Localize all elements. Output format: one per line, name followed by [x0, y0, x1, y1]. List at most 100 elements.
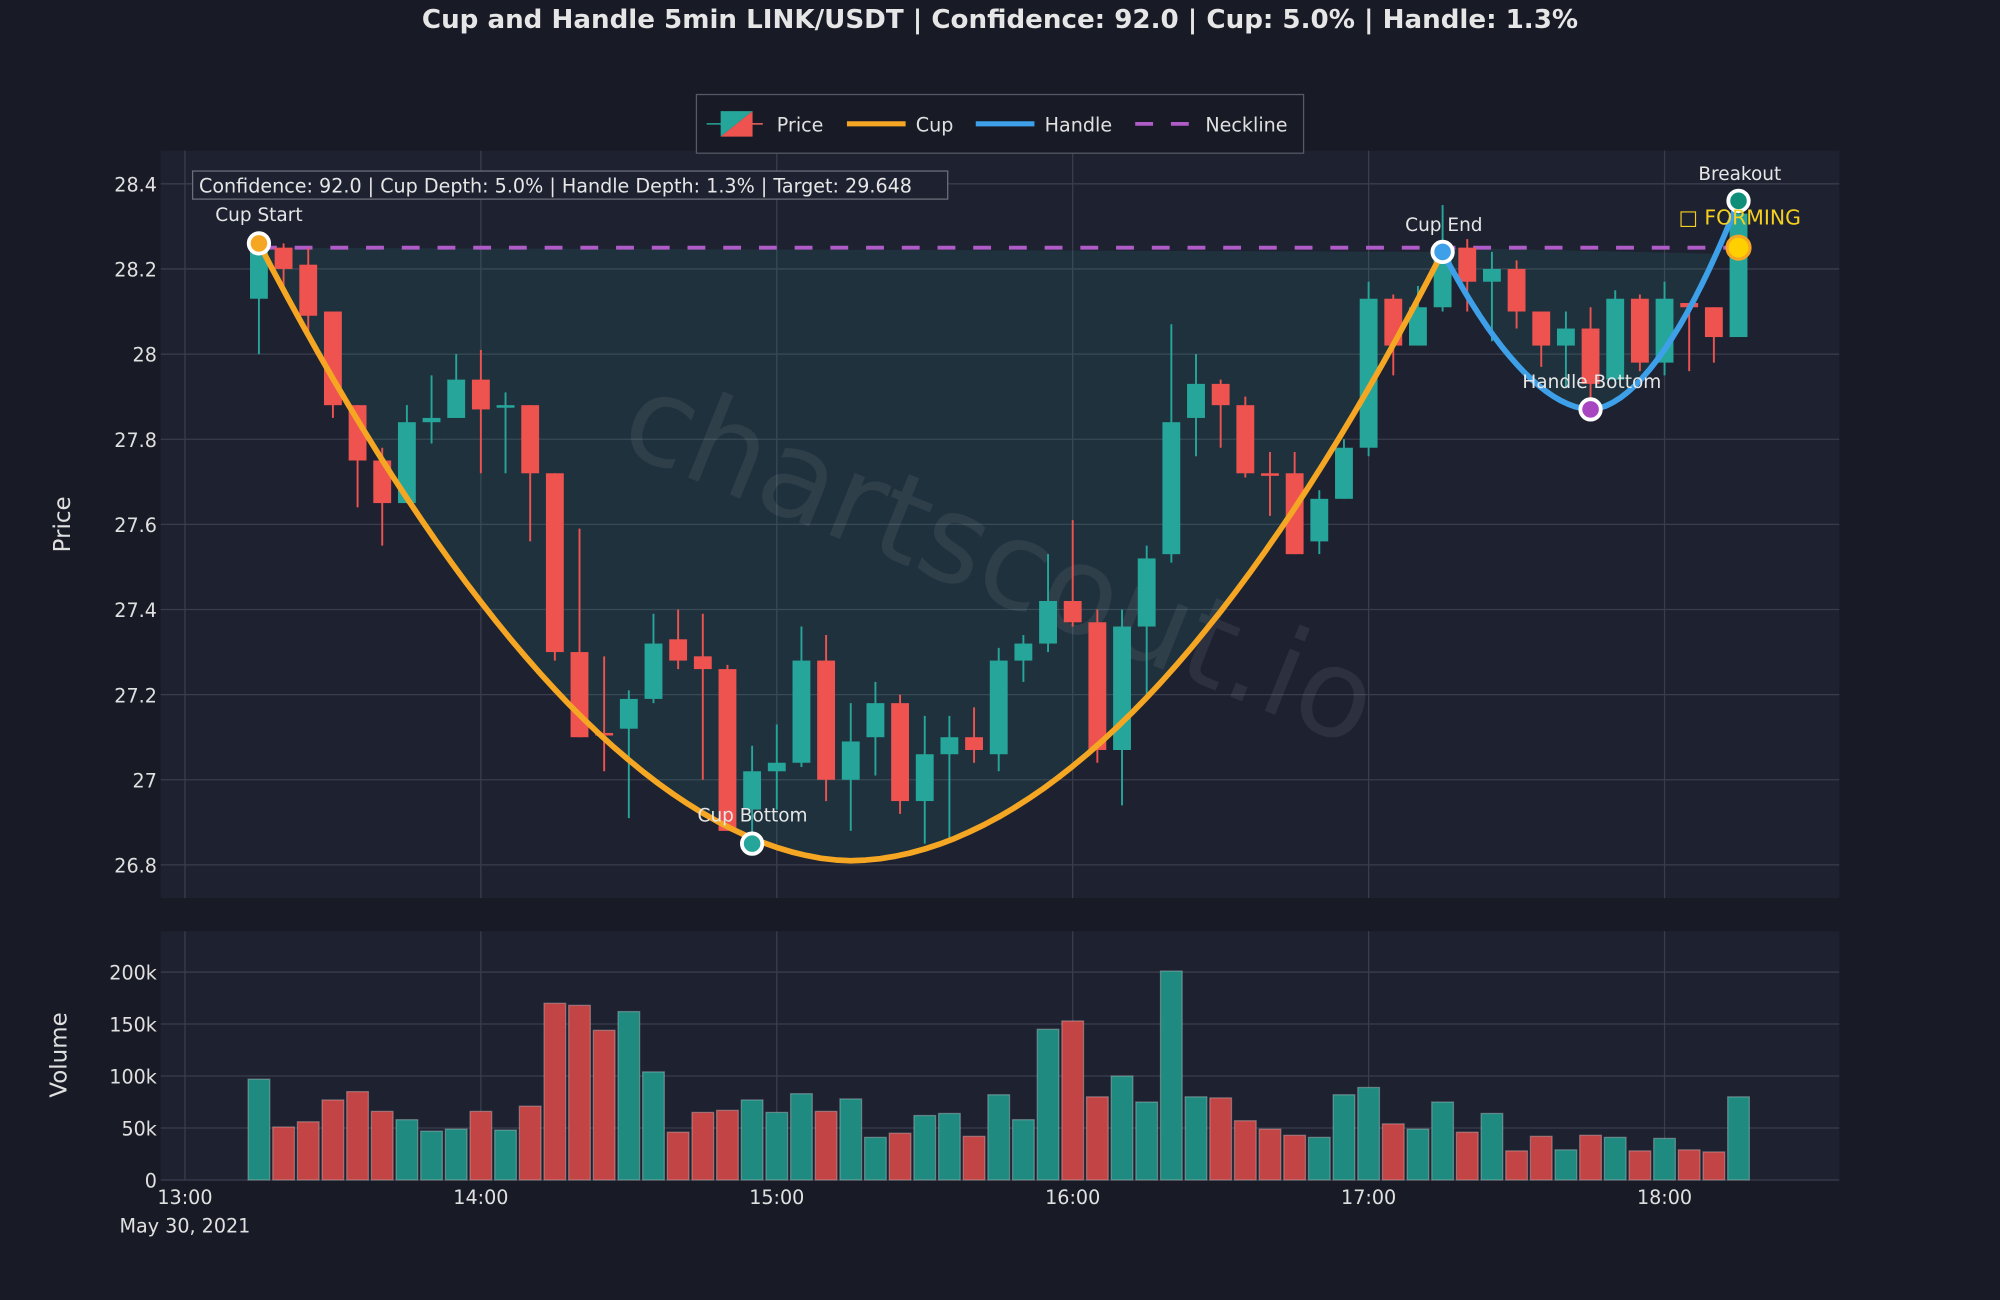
volume-bar[interactable]: [1579, 1134, 1603, 1181]
candle[interactable]: [1261, 451, 1279, 516]
volume-bar[interactable]: [1357, 1086, 1381, 1181]
volume-bar[interactable]: [518, 1105, 542, 1181]
volume-bar[interactable]: [1505, 1150, 1529, 1181]
candle[interactable]: [915, 715, 934, 844]
volume-bar[interactable]: [1727, 1096, 1750, 1181]
volume-bar[interactable]: [1085, 1096, 1109, 1181]
candle[interactable]: [1236, 396, 1255, 478]
candle[interactable]: [447, 354, 466, 418]
cup-end-marker[interactable]: [1430, 239, 1455, 265]
volume-bar[interactable]: [568, 1004, 591, 1181]
volume-bar[interactable]: [715, 1109, 739, 1181]
volume-bar[interactable]: [1159, 970, 1183, 1181]
volume-bar[interactable]: [395, 1119, 419, 1181]
volume-bar[interactable]: [272, 1126, 296, 1181]
candle[interactable]: [841, 703, 860, 831]
volume-bar[interactable]: [1406, 1128, 1430, 1181]
handle-bottom-marker[interactable]: [1578, 397, 1603, 422]
candle[interactable]: [718, 664, 737, 831]
volume-bar[interactable]: [370, 1110, 394, 1181]
current-price-marker[interactable]: [1725, 234, 1752, 261]
candle[interactable]: [595, 656, 614, 772]
legend-item-handle[interactable]: Handle: [975, 114, 1112, 137]
volume-bar[interactable]: [814, 1110, 838, 1181]
volume-bar[interactable]: [420, 1130, 444, 1181]
volume-bar[interactable]: [863, 1136, 887, 1181]
volume-bar[interactable]: [592, 1029, 616, 1181]
candle[interactable]: [1606, 290, 1625, 380]
volume-bar[interactable]: [321, 1099, 345, 1181]
volume-bar[interactable]: [1603, 1136, 1627, 1181]
cup-bottom-marker[interactable]: [740, 831, 765, 856]
candle[interactable]: [1704, 307, 1723, 363]
candle[interactable]: [1039, 554, 1057, 653]
cup-start-marker[interactable]: [246, 231, 272, 256]
candle[interactable]: [397, 405, 416, 504]
volume-bar[interactable]: [1554, 1149, 1578, 1181]
candle[interactable]: [669, 609, 688, 670]
volume-bar[interactable]: [1036, 1028, 1060, 1181]
candle[interactable]: [1187, 354, 1205, 457]
candle[interactable]: [1088, 609, 1107, 763]
candle[interactable]: [1310, 490, 1329, 555]
candle[interactable]: [989, 647, 1008, 772]
candle[interactable]: [644, 613, 663, 704]
candle[interactable]: [1507, 260, 1526, 329]
candle[interactable]: [1137, 545, 1156, 695]
volume-bar[interactable]: [1653, 1137, 1677, 1181]
volume-bar[interactable]: [1283, 1134, 1307, 1181]
volume-bar[interactable]: [494, 1129, 518, 1181]
candle[interactable]: [422, 375, 441, 444]
volume-bar[interactable]: [469, 1110, 493, 1181]
volume-bar[interactable]: [1431, 1101, 1455, 1181]
volume-bar[interactable]: [666, 1131, 690, 1181]
candle[interactable]: [1063, 520, 1082, 627]
volume-bar[interactable]: [962, 1135, 986, 1181]
volume-bar[interactable]: [543, 1002, 567, 1181]
volume-bar[interactable]: [1332, 1094, 1356, 1181]
candle[interactable]: [521, 405, 540, 542]
volume-bar[interactable]: [1307, 1136, 1331, 1181]
candle[interactable]: [1359, 281, 1378, 457]
candle[interactable]: [817, 635, 836, 802]
candle[interactable]: [743, 745, 762, 844]
candle[interactable]: [1532, 311, 1551, 367]
volume-bar[interactable]: [987, 1094, 1011, 1181]
candle[interactable]: [496, 392, 515, 474]
breakout-marker[interactable]: [1726, 188, 1751, 213]
legend-item-price[interactable]: Price: [706, 111, 824, 137]
volume-bar[interactable]: [1480, 1112, 1504, 1181]
candle[interactable]: [274, 243, 293, 291]
candle[interactable]: [1556, 311, 1575, 389]
volume-bar[interactable]: [1135, 1101, 1159, 1181]
volume-bar[interactable]: [839, 1098, 863, 1181]
volume-bar[interactable]: [1702, 1151, 1726, 1181]
volume-bar[interactable]: [1258, 1128, 1282, 1181]
candle[interactable]: [1162, 324, 1181, 563]
volume-bar[interactable]: [765, 1111, 789, 1181]
candle[interactable]: [545, 473, 564, 661]
volume-bar[interactable]: [1455, 1131, 1479, 1181]
legend-item-neckline[interactable]: Neckline: [1135, 114, 1288, 137]
volume-bar[interactable]: [1381, 1123, 1405, 1181]
candle[interactable]: [767, 724, 786, 810]
legend-item-cup[interactable]: Cup: [846, 114, 954, 137]
volume-bar[interactable]: [1529, 1135, 1553, 1181]
volume-bar[interactable]: [740, 1099, 764, 1181]
candle[interactable]: [1211, 379, 1230, 448]
volume-bar[interactable]: [691, 1111, 715, 1181]
volume-bar[interactable]: [937, 1112, 961, 1181]
candle[interactable]: [866, 681, 885, 776]
volume-bar[interactable]: [444, 1128, 468, 1181]
candle[interactable]: [940, 715, 959, 840]
volume-bar[interactable]: [642, 1071, 665, 1181]
volume-bar[interactable]: [1233, 1120, 1257, 1181]
volume-bar[interactable]: [1011, 1119, 1035, 1181]
candle[interactable]: [1630, 294, 1649, 372]
volume-bar[interactable]: [1061, 1020, 1085, 1181]
volume-bar[interactable]: [1184, 1096, 1208, 1181]
volume-bar[interactable]: [1110, 1075, 1134, 1181]
candle[interactable]: [471, 349, 490, 474]
volume-bar[interactable]: [296, 1121, 320, 1181]
candle[interactable]: [1335, 439, 1353, 499]
